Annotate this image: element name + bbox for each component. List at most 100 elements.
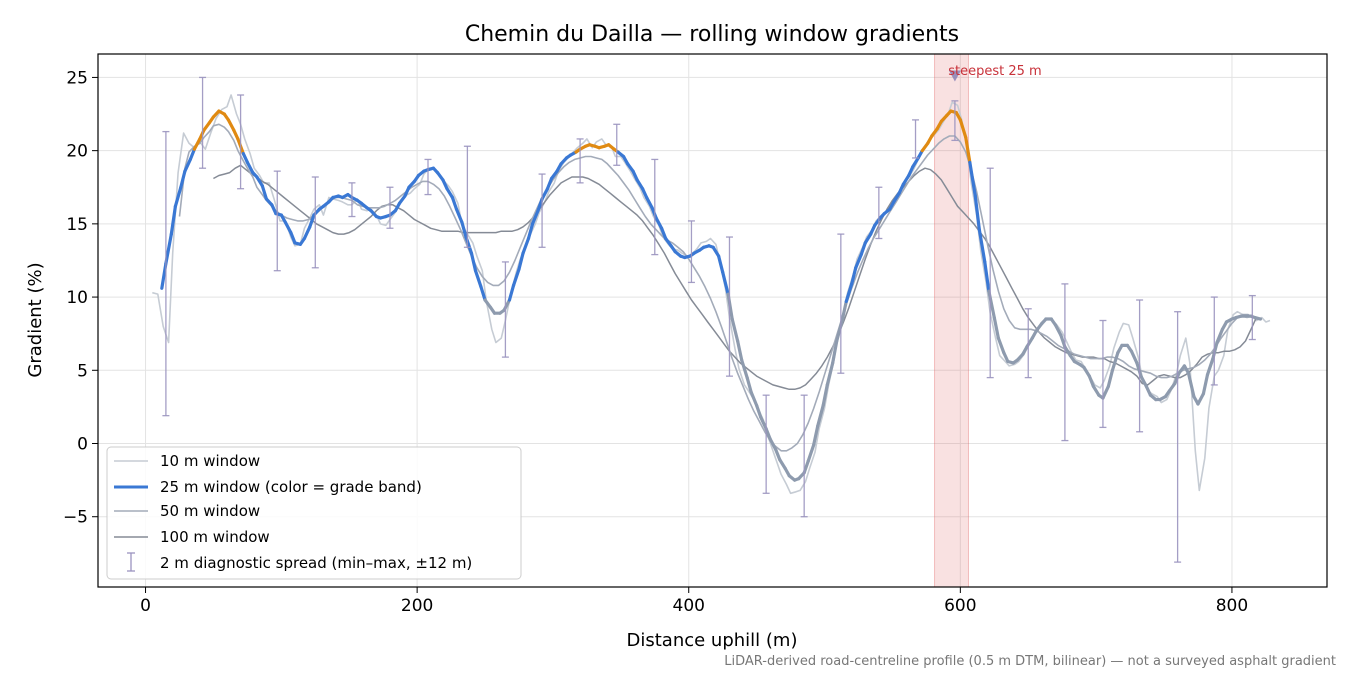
error-bar bbox=[912, 119, 920, 159]
series-segment-25m-low bbox=[1139, 374, 1148, 388]
series-segment-25m-mid bbox=[164, 232, 173, 265]
series-segment-25m-mid bbox=[530, 209, 540, 226]
y-tick-label: −5 bbox=[63, 508, 88, 528]
series-segment-25m-low bbox=[1063, 345, 1072, 358]
error-bar bbox=[386, 186, 394, 229]
series-segment-25m-mid bbox=[536, 197, 544, 213]
series-segment-25m-low bbox=[740, 358, 749, 380]
x-tick-label: 800 bbox=[1216, 596, 1248, 616]
series-segment-25m-mid bbox=[977, 228, 987, 264]
error-bar bbox=[501, 261, 509, 358]
series-segment-25m-low bbox=[1135, 361, 1143, 378]
y-tick-label: 20 bbox=[66, 142, 88, 162]
error-bar bbox=[613, 123, 621, 166]
x-tick-label: 600 bbox=[944, 596, 976, 616]
series-segment-25m-mid bbox=[850, 266, 858, 286]
y-tick-label: 25 bbox=[66, 68, 88, 88]
error-bar bbox=[273, 170, 281, 272]
series-segment-25m-mid bbox=[721, 270, 730, 296]
series-segment-25m-mid bbox=[469, 251, 478, 273]
series-segment-25m-mid bbox=[640, 187, 649, 200]
error-bar bbox=[311, 176, 319, 269]
series-segment-25m-mid bbox=[160, 261, 168, 290]
series-segment-25m-low bbox=[802, 459, 810, 475]
series-segment-25m-mid bbox=[183, 157, 192, 173]
x-tick-label: 400 bbox=[673, 596, 705, 616]
series-segment-25m-mid bbox=[545, 176, 554, 191]
error-bar bbox=[800, 394, 808, 518]
y-axis-label: Gradient (%) bbox=[25, 262, 46, 377]
error-bar bbox=[1248, 294, 1256, 341]
series-segment-25m-low bbox=[755, 403, 763, 419]
series-segment-25m-mid bbox=[270, 203, 278, 216]
legend-label-50m: 50 m window bbox=[160, 502, 260, 520]
series-segment-25m-mid bbox=[983, 260, 991, 293]
series-segment-25m-mid bbox=[717, 254, 725, 274]
series-segment-25m-mid bbox=[521, 236, 531, 255]
series-segment-25m-low bbox=[1101, 384, 1110, 400]
series-segment-25m-mid bbox=[517, 251, 525, 271]
series-segment-25m-mid bbox=[854, 253, 863, 270]
highlight-annotation: steepest 25 m bbox=[948, 64, 1041, 79]
series-segment-25m-mid bbox=[245, 160, 255, 175]
series-segment-25m-low bbox=[1201, 373, 1210, 396]
series-segment-25m-mid bbox=[526, 222, 535, 241]
series-segment-25m-low bbox=[821, 383, 829, 408]
series-segment-25m-low bbox=[726, 292, 734, 321]
error-bar bbox=[1174, 311, 1182, 563]
grid bbox=[98, 54, 1327, 587]
error-bar bbox=[463, 145, 471, 248]
series-segment-25m-low bbox=[1082, 365, 1091, 378]
series-segment-25m-low bbox=[1173, 371, 1181, 386]
y-tick-label: 10 bbox=[66, 288, 88, 308]
error-bar bbox=[1061, 283, 1069, 442]
series-segment-25m-low bbox=[1110, 351, 1120, 372]
series-segment-25m-mid bbox=[308, 213, 316, 229]
series-segment-25m-high bbox=[964, 135, 972, 164]
series-segment-25m-mid bbox=[711, 245, 721, 258]
plot-frame bbox=[97, 53, 1328, 588]
series-segment-25m-low bbox=[1129, 349, 1139, 365]
series-segment-25m-low bbox=[1091, 384, 1101, 397]
series-segment-25m-low bbox=[778, 458, 787, 470]
series-segment-25m-mid bbox=[540, 187, 550, 201]
series-segment-25m-mid bbox=[511, 267, 521, 287]
series-segment-25m-low bbox=[1144, 384, 1153, 397]
series-segment-25m-mid bbox=[441, 178, 449, 191]
legend-label-errorbar: 2 m diagnostic spread (min–max, ±12 m) bbox=[160, 554, 472, 572]
series-segment-25m-low bbox=[812, 424, 820, 447]
series-segment-25m-mid bbox=[302, 225, 312, 241]
series-segment-25m-mid bbox=[907, 165, 915, 178]
series-segment-25m-mid bbox=[631, 169, 639, 182]
series-segment-25m-low bbox=[774, 447, 782, 462]
error-bar bbox=[1210, 296, 1218, 386]
series-segment-25m-low bbox=[840, 299, 848, 323]
error-bar bbox=[986, 167, 994, 379]
axes: 0 200 400 600 800 −5 0 5 10 15 20 25 bbox=[63, 53, 1328, 616]
series-segment-25m-mid bbox=[179, 169, 187, 189]
series-segment-25m-mid bbox=[650, 206, 658, 220]
series-segment-25m-mid bbox=[869, 223, 877, 236]
series-segment-25m-mid bbox=[659, 226, 668, 241]
series-segment-25m-low bbox=[992, 315, 1000, 340]
series-segment-25m-low bbox=[816, 403, 825, 428]
series-segment-25m-mid bbox=[450, 195, 459, 211]
series-segment-25m-mid bbox=[289, 231, 297, 245]
series-segment-25m-low bbox=[1002, 351, 1010, 364]
series-segment-25m-low bbox=[1087, 374, 1096, 388]
y-tick-label: 0 bbox=[77, 435, 88, 455]
series-segment-25m-high bbox=[226, 118, 236, 132]
series-segment-25m-mid bbox=[188, 147, 197, 162]
legend-label-100m: 100 m window bbox=[160, 528, 270, 546]
series-segment-25m-mid bbox=[973, 194, 981, 232]
series-segment-25m-mid bbox=[255, 175, 264, 188]
series-segment-25m-mid bbox=[283, 220, 293, 235]
series-segment-25m-mid bbox=[635, 178, 645, 191]
error-bar bbox=[1024, 308, 1032, 379]
legend-swatch-errorbar bbox=[127, 552, 135, 572]
error-bar bbox=[837, 233, 845, 374]
error-bar bbox=[348, 182, 356, 218]
series-segment-25m-low bbox=[806, 443, 816, 463]
series-segment-25m-mid bbox=[403, 185, 411, 198]
